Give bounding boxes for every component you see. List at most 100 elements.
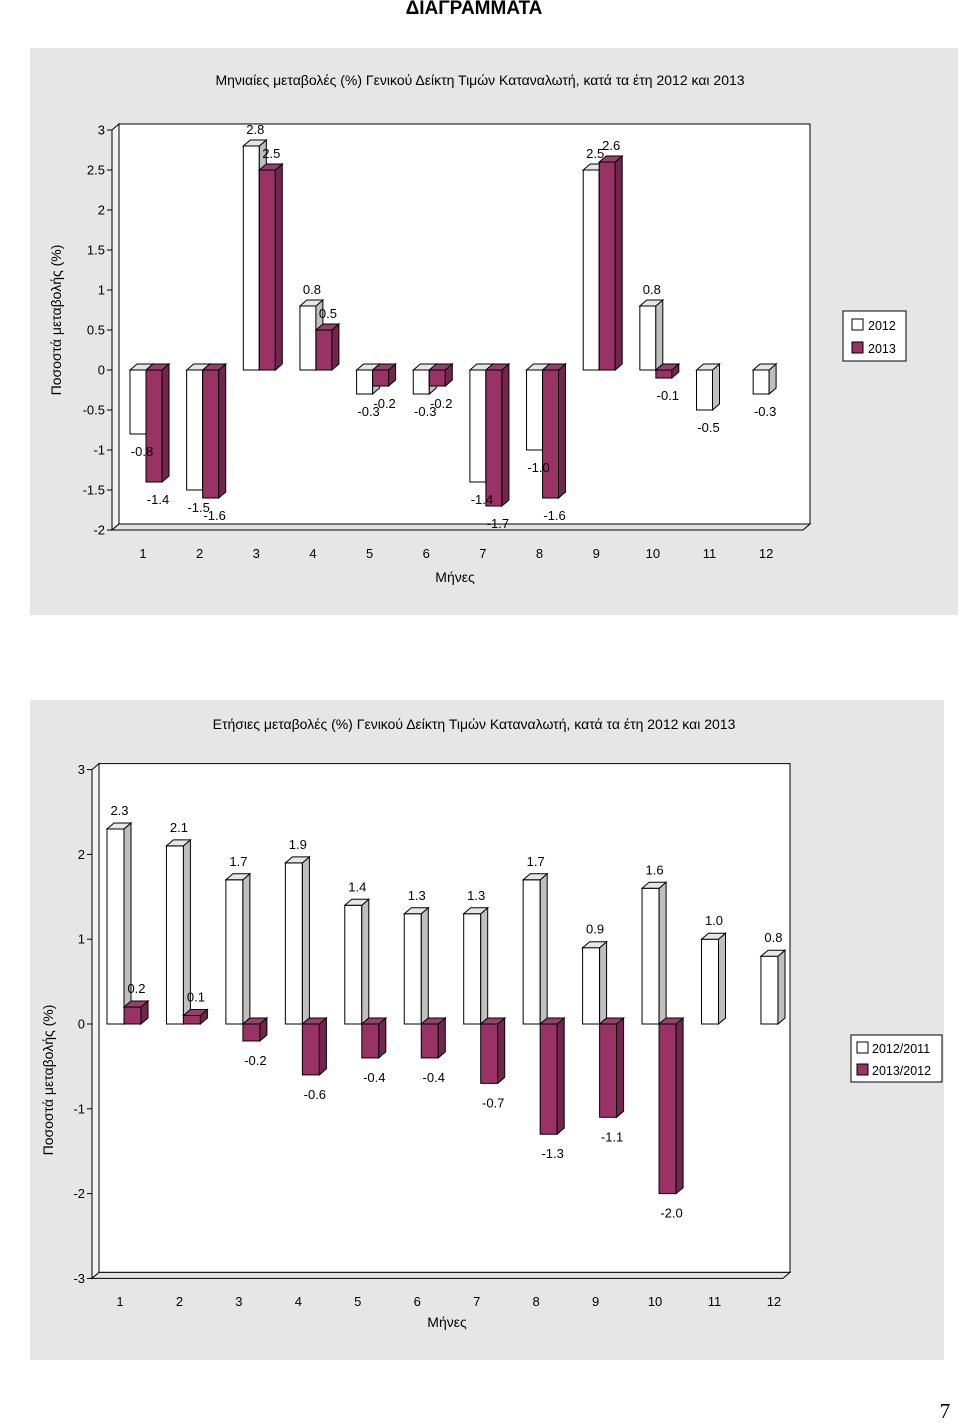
bar-front-face	[658, 1023, 677, 1195]
bar-2012-2011-month-9	[581, 940, 608, 1026]
bar-top-face	[521, 873, 549, 881]
bar-top-face	[224, 873, 252, 881]
y-tick-label: 1.5	[87, 243, 105, 258]
bar-front-face	[202, 369, 220, 499]
bar-2012-2011-month-12	[759, 949, 787, 1026]
bar-side-face	[712, 362, 720, 412]
bar-side-face	[718, 932, 726, 1026]
bar-top-face	[597, 155, 624, 163]
bar-front-face	[242, 1023, 261, 1042]
plot-floor	[90, 1271, 792, 1279]
y-tick-label: 0	[98, 363, 105, 378]
plot-area: 32.521.510.50-0.5-1-1.5-21 2 3 4 5 6 7 8 9 10 11 12…	[83, 122, 812, 561]
y-tick-label: 2.5	[87, 163, 105, 178]
x-tick-label: 5	[354, 1294, 361, 1309]
y-tick-label: -0.5	[83, 403, 105, 418]
legend: 2012 2013	[842, 310, 907, 362]
x-tick-label: 6	[414, 1294, 421, 1309]
bar-front-face	[106, 828, 125, 1025]
x-tick-label: 1	[116, 1294, 123, 1309]
legend-item: 2012/2011	[856, 1041, 930, 1056]
legend-item: 2013/2012	[856, 1063, 931, 1078]
bar-top-face	[654, 363, 681, 371]
y-tick-label: -1	[73, 1101, 85, 1116]
chart-monthly-changes: Μηνιαίες μεταβολές (%) Γενικού Δείκτη Τι…	[30, 48, 958, 615]
bar-2012-2011-month-1	[105, 821, 133, 1026]
bar-side-face	[658, 881, 667, 1026]
bar-2013-month-4	[314, 322, 341, 372]
bar-2012-2011-month-10	[640, 881, 668, 1026]
bar-front-face	[403, 913, 422, 1025]
y-tick-label: 3	[98, 123, 105, 138]
bar-front-face	[344, 904, 363, 1025]
data-label: -1.0	[527, 460, 549, 475]
bar-front-face	[760, 955, 779, 1025]
data-label: 2.5	[262, 146, 280, 161]
plot-floor	[110, 523, 812, 531]
data-label: -1.4	[471, 492, 493, 507]
bar-side-face	[274, 162, 283, 372]
bar-top-face	[241, 139, 268, 147]
data-label: -0.2	[430, 396, 452, 411]
x-tick-label: 11	[708, 1294, 722, 1309]
bar-top-face	[598, 1017, 625, 1025]
bar-front-face	[582, 947, 601, 1025]
x-tick-label: 3	[253, 546, 260, 561]
bar-2013-month-8	[541, 362, 567, 500]
bar-front-face	[301, 1023, 320, 1076]
bar-front-face	[641, 887, 660, 1025]
data-label: 0.8	[303, 282, 321, 297]
bar-front-face	[696, 369, 713, 411]
bar-2013-month-3	[257, 162, 284, 372]
bar-side-face	[301, 855, 310, 1026]
bar-top-face	[241, 1017, 269, 1025]
data-label: 2.3	[110, 803, 128, 818]
bar-2013-2012-month-1	[122, 999, 150, 1026]
bar-front-face	[145, 369, 163, 483]
x-tick-label: 6	[423, 546, 430, 561]
data-label: -2.0	[660, 1206, 682, 1221]
data-label: 2.6	[602, 138, 620, 153]
data-label: -0.3	[414, 404, 436, 419]
x-axis-title: Μήνες	[435, 569, 475, 585]
bar-2012-month-10	[638, 298, 665, 372]
chart-title: Μηνιαίες μεταβολές (%) Γενικού Δείκτη Τι…	[215, 72, 744, 88]
bar-side-face	[655, 298, 664, 372]
legend-item: 2012	[851, 318, 896, 333]
bar-front-face	[420, 1023, 439, 1059]
bar-2013-2012-month-8	[538, 1016, 566, 1136]
y-tick-label: 2	[98, 203, 105, 218]
data-label: -0.5	[697, 420, 719, 435]
bar-side-face	[501, 362, 510, 508]
bar-side-face	[331, 322, 340, 372]
data-label: -1.1	[601, 1129, 623, 1144]
x-tick-label: 8	[536, 546, 543, 561]
bar-front-face	[242, 145, 260, 371]
bar-side-face	[614, 154, 623, 372]
bar-top-face	[638, 299, 665, 307]
bar-2013-2012-month-3	[241, 1016, 269, 1043]
bar-2013-2012-month-10	[657, 1016, 685, 1195]
data-label: 1.3	[467, 888, 485, 903]
bar-top-face	[695, 363, 721, 371]
bar-top-face	[402, 907, 430, 915]
x-tick-label: 9	[593, 546, 600, 561]
bar-2013-month-6	[427, 362, 454, 388]
bar-front-face	[361, 1023, 380, 1059]
bar-2013-2012-month-9	[598, 1016, 625, 1119]
data-label: 2.5	[586, 146, 604, 161]
bar-2012-2011-month-7	[462, 906, 490, 1026]
data-label: -0.3	[357, 404, 379, 419]
data-label: 2.1	[170, 820, 188, 835]
bar-2012-2011-month-4	[284, 855, 311, 1026]
bar-front-face	[539, 1023, 558, 1135]
bar-side-face	[161, 362, 170, 484]
bar-top-face	[427, 363, 454, 371]
data-label: 1.6	[646, 862, 664, 877]
bar-front-face	[701, 938, 719, 1025]
x-tick-label: 10	[648, 1294, 662, 1309]
data-label: 2.8	[246, 122, 264, 137]
bar-2012-2011-month-2	[165, 838, 192, 1026]
y-tick-label: 3	[78, 762, 85, 777]
bar-2013-month-5	[371, 362, 397, 388]
